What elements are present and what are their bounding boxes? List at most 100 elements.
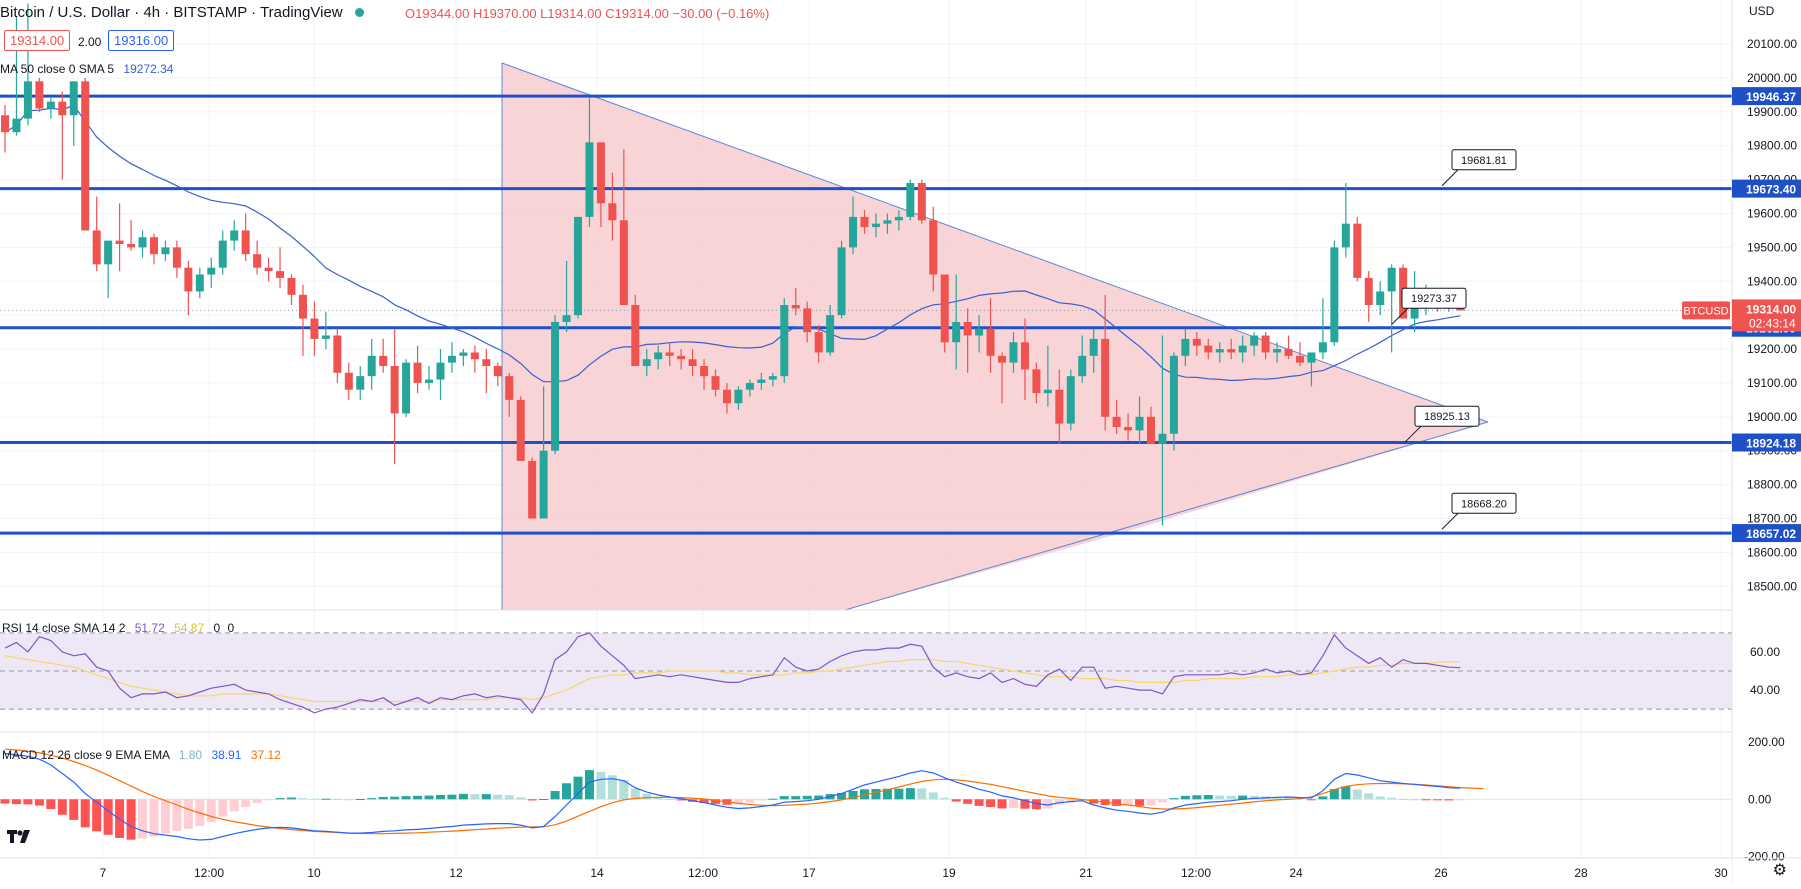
candle-body — [1410, 305, 1419, 319]
rsi-line — [4, 632, 1461, 714]
rsi-value: 51.72 — [134, 621, 165, 635]
symbol-tag — [1682, 301, 1730, 320]
macd-histogram-bar — [378, 797, 388, 800]
macd-histogram-bar — [1146, 799, 1156, 806]
price-tick-label: 19100.00 — [1747, 376, 1797, 390]
level-price-label: 19673.40 — [1746, 183, 1796, 197]
candle-body — [860, 216, 869, 228]
candle-body — [1147, 416, 1155, 444]
candle-body — [894, 216, 903, 221]
macd-histogram-bar — [562, 783, 572, 800]
buy-price-button[interactable]: 19316.00 — [108, 30, 175, 51]
candle-body — [1124, 427, 1133, 431]
time-tick-label: 12:00 — [194, 866, 224, 880]
macd-value: 38.91 — [211, 748, 242, 762]
macd-histogram-bar — [287, 797, 296, 800]
macd-histogram-bar — [1157, 799, 1167, 803]
macd-histogram-bar — [1284, 797, 1294, 800]
candle-body — [1020, 342, 1029, 370]
candle-body — [768, 376, 777, 380]
time-tick-label: 21 — [1079, 866, 1093, 880]
candle-body — [321, 335, 330, 339]
macd-histogram-bar — [149, 799, 159, 837]
candle-body — [1387, 267, 1396, 292]
ma-legend-name: MA 50 close 0 SMA 5 — [0, 62, 115, 76]
candle-body — [1318, 342, 1327, 353]
macd-histogram-bar — [802, 795, 812, 800]
time-tick-label: 26 — [1434, 866, 1448, 880]
price-tick-label: 18800.00 — [1747, 478, 1797, 492]
price-tick-label: 18700.00 — [1747, 512, 1797, 526]
macd-histogram-bar — [711, 799, 721, 804]
ohlc-readout: O19344.00 H19370.00 L19314.00 C19314.00 … — [405, 6, 770, 21]
level-price-tag — [1732, 87, 1801, 106]
macd-histogram-bar — [1112, 799, 1122, 806]
macd-histogram-bar — [997, 799, 1007, 809]
candle-body — [1376, 291, 1385, 305]
macd-histogram-bar — [172, 799, 182, 831]
candle-body — [849, 216, 858, 248]
macd-histogram-bar — [413, 795, 423, 800]
ma-legend[interactable]: MA 50 close 0 SMA 5 19272.34 — [0, 62, 173, 76]
candle-body — [780, 305, 789, 377]
price-tick-label: 20100.00 — [1747, 37, 1797, 51]
macd-histogram-bar — [1215, 795, 1225, 800]
candle-body — [722, 389, 731, 404]
candle-body — [46, 101, 55, 109]
macd-histogram-bar — [504, 795, 514, 800]
macd-histogram-bar — [1329, 788, 1339, 800]
macd-histogram-bar — [447, 794, 457, 800]
macd-histogram-bar — [791, 796, 801, 800]
rsi-legend-name: RSI 14 close SMA 14 2 — [2, 621, 126, 635]
candle-body — [665, 352, 674, 356]
macd-histogram-bar — [619, 780, 629, 800]
settings-gear-icon[interactable]: ⚙ — [1772, 862, 1787, 879]
candle-body — [963, 321, 972, 336]
candle-body — [1009, 342, 1018, 363]
rsi-legend[interactable]: RSI 14 close SMA 14 2 51.72 54.87 0 0 — [2, 621, 234, 635]
macd-histogram-bar — [974, 799, 984, 806]
callout-label: 18668.20 — [1461, 498, 1507, 510]
macd-histogram-bar — [1020, 799, 1030, 809]
macd-histogram-bar — [516, 797, 526, 800]
macd-histogram-bar — [905, 788, 915, 800]
macd-histogram-bar — [584, 770, 594, 800]
spread-value: 2.00 — [78, 35, 102, 49]
candle-body — [447, 355, 456, 363]
candle-body — [711, 376, 720, 390]
candle-body — [276, 271, 285, 278]
callout-pointer — [1391, 307, 1409, 325]
callout-label: 18925.13 — [1424, 411, 1470, 423]
candle-body — [814, 332, 823, 353]
price-tick-label: 19500.00 — [1747, 240, 1797, 254]
macd-histogram-bar — [46, 799, 56, 810]
sell-price-button[interactable]: 19314.00 — [4, 30, 71, 51]
triangle-edge-lower — [844, 421, 1489, 611]
candle-body — [837, 247, 846, 316]
macd-histogram-bar — [940, 797, 950, 800]
candle-body — [1353, 223, 1362, 278]
macd-histogram-bar — [1031, 799, 1041, 810]
callout-box — [1451, 149, 1517, 171]
macd-histogram-bar — [1238, 795, 1248, 800]
candle-body — [1364, 277, 1373, 305]
candle-body — [1112, 416, 1121, 427]
candle-body — [149, 237, 158, 255]
candle-body — [998, 355, 1007, 363]
currency-label[interactable]: USD — [1749, 4, 1775, 18]
candle-body — [115, 240, 124, 244]
macd-histogram-bar — [275, 798, 285, 800]
callout-box — [1414, 405, 1480, 427]
macd-histogram-bar — [1169, 798, 1179, 800]
candle-body — [871, 223, 880, 228]
price-tick-label: 19000.00 — [1747, 410, 1797, 424]
macd-legend[interactable]: MACD 12 26 close 9 EMA EMA 1.80 38.91 37… — [2, 748, 281, 762]
candle-body — [69, 81, 78, 116]
callout-pointer — [1404, 425, 1422, 443]
tradingview-logo[interactable] — [6, 826, 34, 848]
level-price-tag — [1732, 433, 1801, 452]
time-tick-label: 28 — [1574, 866, 1588, 880]
candle-body — [470, 352, 479, 360]
